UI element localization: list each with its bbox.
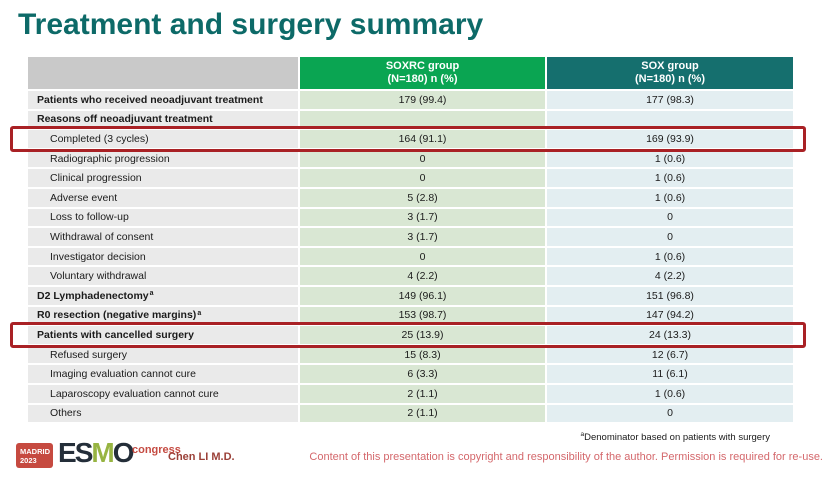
footnote-superscript: a [580, 431, 585, 438]
summary-table: SOXRC group (N=180) n (%) SOX group (N=1… [10, 57, 806, 424]
presenter-name: Chen LI M.D. [168, 451, 235, 463]
esmo-wordmark: ESMO congress [58, 437, 181, 468]
row-label: Laparoscopy evaluation cannot cure [28, 384, 298, 403]
congress-label: congress [132, 444, 181, 456]
soxrc-value: 0 [300, 149, 545, 168]
header-cell-empty [28, 57, 298, 89]
soxrc-value [300, 110, 545, 129]
soxrc-value: 164 (91.1) [300, 130, 545, 148]
sox-value: 24 (13.3) [547, 326, 793, 344]
sox-value: 169 (93.9) [547, 130, 793, 148]
copyright-disclaimer: Content of this presentation is copyrigh… [309, 451, 823, 463]
page-title: Treatment and surgery summary [18, 8, 484, 41]
soxrc-value: 3 (1.7) [300, 228, 545, 246]
table-row: Refused surgery 15 (8.3) 12 (6.7) [28, 345, 793, 364]
soxrc-value: 179 (99.4) [300, 91, 545, 109]
header-line-n: (N=180) n (%) [387, 73, 458, 85]
row-label: Voluntary withdrawal [28, 267, 298, 285]
label-superscript: a [149, 290, 154, 298]
venue-year: 2023 [20, 455, 37, 465]
table-body: Patients who received neoadjuvant treatm… [10, 91, 806, 423]
soxrc-value: 15 (8.3) [300, 345, 545, 364]
row-label: R0 resection (negative margins) a [28, 306, 298, 325]
table-row: Investigator decision 0 1 (0.6) [28, 247, 793, 266]
row-label: Reasons off neoadjuvant treatment [28, 110, 298, 129]
table-header: SOXRC group (N=180) n (%) SOX group (N=1… [28, 57, 793, 89]
esmo-letter: O [112, 437, 135, 468]
soxrc-value: 3 (1.7) [300, 208, 545, 227]
table-footnote: aDenominator based on patients with surg… [580, 431, 770, 443]
row-label: Investigator decision [28, 247, 298, 266]
row-label: Clinical progression [28, 169, 298, 187]
table-row: Patients who received neoadjuvant treatm… [28, 91, 793, 109]
row-label: Loss to follow-up [28, 208, 298, 227]
table-row: Adverse event 5 (2.8) 1 (0.6) [28, 188, 793, 207]
table-row: Withdrawal of consent 3 (1.7) 0 [28, 228, 793, 246]
sox-value: 4 (2.2) [547, 267, 793, 285]
table-row: Laparoscopy evaluation cannot cure 2 (1.1… [28, 384, 793, 403]
sox-value: 1 (0.6) [547, 149, 793, 168]
sox-value: 0 [547, 404, 793, 423]
table-row: Imaging evaluation cannot cure 6 (3.3) 11 … [28, 365, 793, 383]
esmo-letter: M [91, 437, 114, 468]
row-label: Imaging evaluation cannot cure [28, 365, 298, 383]
header-line-n: (N=180) n (%) [635, 73, 705, 85]
header-cell-sox-group: SOX group (N=180) n (%) [547, 57, 793, 89]
table-row: Loss to follow-up 3 (1.7) 0 [28, 208, 793, 227]
sox-value: 1 (0.6) [547, 384, 793, 403]
sox-value: 1 (0.6) [547, 169, 793, 187]
row-label: Radiographic progression [28, 149, 298, 168]
footnote-text: Denominator based on patients with surge… [584, 432, 770, 444]
soxrc-value: 25 (13.9) [300, 326, 545, 344]
row-label: Others [28, 404, 298, 423]
row-label: Withdrawal of consent [28, 228, 298, 246]
table-row: Radiographic progression 0 1 (0.6) [28, 149, 793, 168]
table-row: Others 2 (1.1) 0 [28, 404, 793, 423]
table-row: D2 Lymphadenectomy a 149 (96.1) 151 (96.8) [28, 286, 793, 305]
table-row: Reasons off neoadjuvant treatment [28, 110, 793, 129]
soxrc-value: 0 [300, 169, 545, 187]
sox-value [547, 110, 793, 129]
header-line-group: SOX group [641, 60, 699, 72]
soxrc-value: 5 (2.8) [300, 188, 545, 207]
sox-value: 12 (6.7) [547, 345, 793, 364]
madrid-2023-badge: MADRID 2023 [16, 443, 53, 468]
table-row: Completed (3 cycles) 164 (91.1) 169 (93.9) [10, 125, 806, 153]
soxrc-value: 2 (1.1) [300, 384, 545, 403]
table-row: Clinical progression 0 1 (0.6) [28, 169, 793, 187]
sox-value: 0 [547, 228, 793, 246]
row-label: Adverse event [28, 188, 298, 207]
header-cell-soxrc-group: SOXRC group (N=180) n (%) [300, 57, 545, 89]
soxrc-value: 6 (3.3) [300, 365, 545, 383]
sox-value: 1 (0.6) [547, 247, 793, 266]
header-line-group: SOXRC group [385, 60, 460, 72]
row-label: D2 Lymphadenectomy a [28, 286, 298, 305]
sox-value: 177 (98.3) [547, 91, 793, 109]
soxrc-value: 0 [300, 247, 545, 266]
label-superscript: a [197, 309, 202, 317]
venue-line: MADRID [20, 446, 50, 456]
sox-value: 11 (6.1) [547, 365, 793, 383]
soxrc-value: 149 (96.1) [300, 286, 545, 305]
row-label: Patients with cancelled surgery [28, 326, 298, 344]
soxrc-value: 4 (2.2) [300, 267, 545, 285]
row-label: Refused surgery [28, 345, 298, 364]
sox-value: 151 (96.8) [547, 286, 793, 305]
soxrc-value: 153 (98.7) [300, 306, 545, 325]
sox-value: 1 (0.6) [547, 188, 793, 207]
row-label: Completed (3 cycles) [28, 130, 298, 148]
esmo-congress-logo: MADRID 2023 ESMO congress [16, 437, 181, 468]
esmo-letter: E [58, 437, 77, 468]
esmo-letter: S [74, 437, 94, 468]
row-label: Patients who received neoadjuvant treatm… [28, 91, 298, 109]
table-row: Voluntary withdrawal 4 (2.2) 4 (2.2) [28, 267, 793, 285]
soxrc-value: 2 (1.1) [300, 404, 545, 423]
sox-value: 147 (94.2) [547, 306, 793, 325]
sox-value: 0 [547, 208, 793, 227]
table-row: Patients with cancelled surgery 25 (13.9)… [10, 321, 806, 349]
table-row: R0 resection (negative margins) a 153 (98.… [28, 306, 793, 325]
